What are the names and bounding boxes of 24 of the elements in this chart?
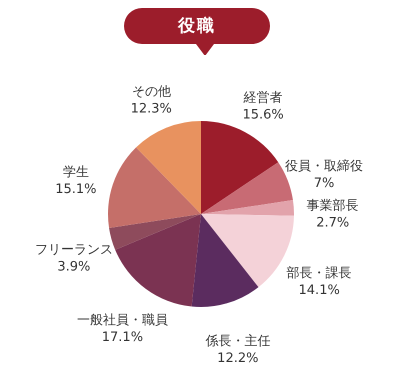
slice-label: 部長・課長: [286, 266, 352, 281]
slice-label: 一般社員・職員: [76, 313, 168, 328]
data-label: 12.3%: [130, 102, 172, 117]
slice-label: 経営者: [242, 90, 283, 106]
pie-slice: [136, 121, 201, 214]
data-label: 2.7%: [316, 215, 350, 230]
slice-label: 係長・主任: [204, 332, 270, 349]
slice-label: フリーランス: [34, 242, 113, 258]
pie-slice: [115, 214, 201, 307]
data-label: 7%: [314, 176, 334, 192]
pie-slice: [201, 121, 278, 214]
slice-label: 事業部長: [306, 198, 359, 214]
pie-slice: [201, 200, 294, 216]
slice-label: 役員・取締役: [285, 159, 364, 174]
data-label: 17.1%: [102, 330, 144, 346]
data-label: 14.1%: [298, 282, 340, 298]
data-label: 15.1%: [55, 182, 97, 198]
chart-title: 役職: [176, 15, 217, 38]
data-label: 12.2%: [217, 350, 258, 366]
data-label: 15.6%: [242, 108, 284, 123]
data-label: 3.9%: [57, 260, 90, 275]
slice-label: 学生: [62, 165, 89, 180]
slice-label: その他: [132, 84, 171, 100]
pie-slice: [192, 214, 258, 307]
